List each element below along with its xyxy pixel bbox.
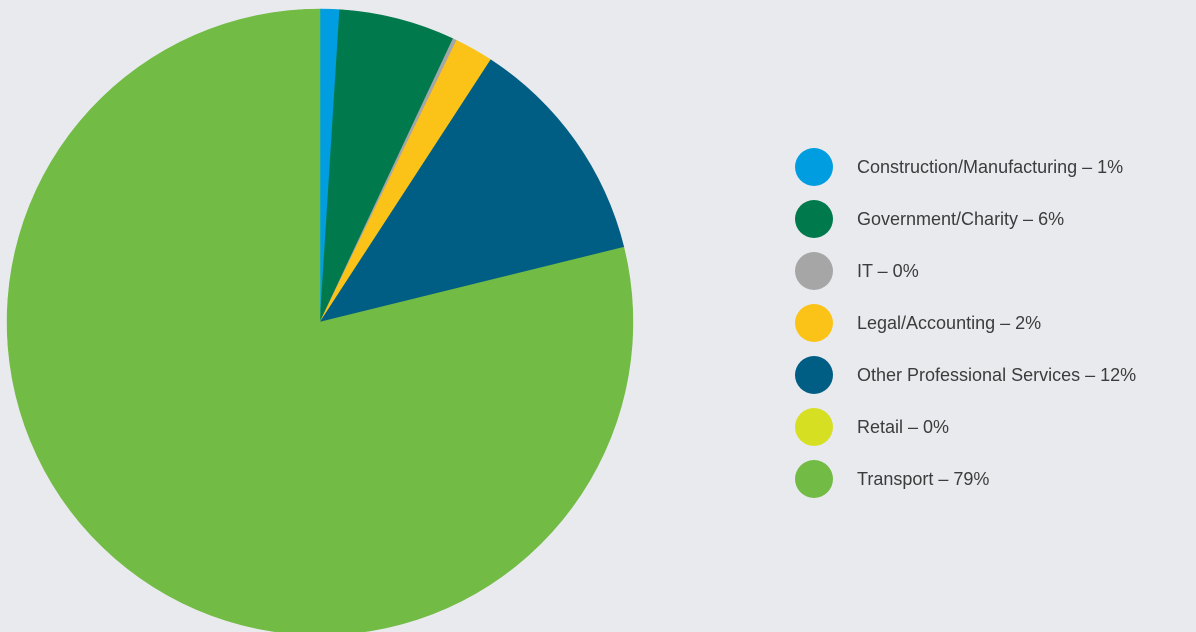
legend-label-government-charity: Government/Charity – 6%: [857, 208, 1065, 229]
legend-label-other-professional-services: Other Professional Services – 12%: [857, 364, 1137, 385]
legend-item-other-professional-services: Other Professional Services – 12%: [795, 356, 1136, 394]
legend-item-it: IT – 0%: [795, 252, 1136, 290]
legend-item-construction-manufacturing: Construction/Manufacturing – 1%: [795, 148, 1136, 186]
legend-swatch-government-charity: [795, 200, 833, 238]
legend-label-it: IT – 0%: [857, 260, 919, 281]
legend-label-transport: Transport – 79%: [857, 468, 990, 489]
legend-item-legal-accounting: Legal/Accounting – 2%: [795, 304, 1136, 342]
legend-swatch-construction-manufacturing: [795, 148, 833, 186]
pie-chart: [6, 8, 634, 632]
legend-label-retail: Retail – 0%: [857, 416, 950, 437]
legend-label-legal-accounting: Legal/Accounting – 2%: [857, 312, 1042, 333]
legend-swatch-retail: [795, 408, 833, 446]
legend-swatch-other-professional-services: [795, 356, 833, 394]
legend-label-construction-manufacturing: Construction/Manufacturing – 1%: [857, 156, 1124, 177]
legend-swatch-it: [795, 252, 833, 290]
legend-item-transport: Transport – 79%: [795, 460, 1136, 498]
pie-slice-transport: [6, 8, 634, 632]
chart-legend: Construction/Manufacturing – 1% Governmen…: [795, 148, 1136, 512]
legend-swatch-legal-accounting: [795, 304, 833, 342]
legend-item-government-charity: Government/Charity – 6%: [795, 200, 1136, 238]
pie-chart-svg: [6, 8, 634, 632]
pie-slice-other-professional-services: [319, 59, 625, 323]
legend-swatch-transport: [795, 460, 833, 498]
legend-item-retail: Retail – 0%: [795, 408, 1136, 446]
